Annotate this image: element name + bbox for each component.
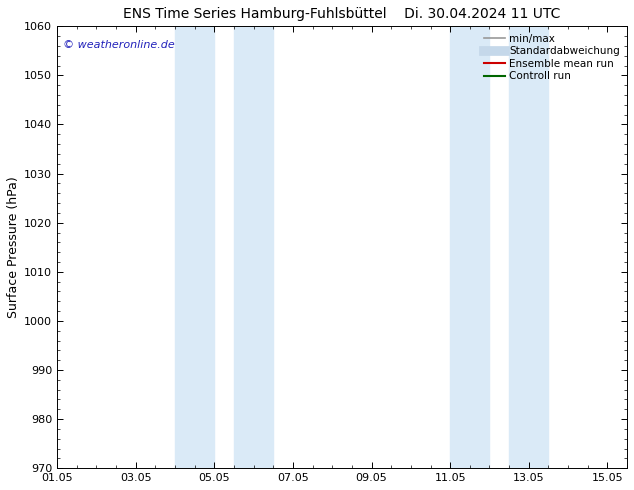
- Y-axis label: Surface Pressure (hPa): Surface Pressure (hPa): [7, 176, 20, 318]
- Bar: [234, 26, 273, 468]
- Text: © weatheronline.de: © weatheronline.de: [63, 40, 174, 49]
- Title: ENS Time Series Hamburg-Fuhlsbüttel    Di. 30.04.2024 11 UTC: ENS Time Series Hamburg-Fuhlsbüttel Di. …: [124, 7, 560, 21]
- Bar: [450, 26, 489, 468]
- Legend: min/max, Standardabweichung, Ensemble mean run, Controll run: min/max, Standardabweichung, Ensemble me…: [482, 31, 622, 83]
- Bar: [509, 26, 548, 468]
- Bar: [175, 26, 214, 468]
